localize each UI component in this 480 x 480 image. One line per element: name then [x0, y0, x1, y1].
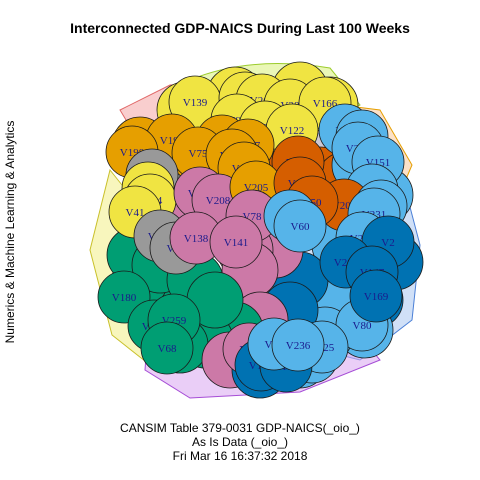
- graph-node: V138: [169, 211, 223, 265]
- caption-line-1: CANSIM Table 379-0031 GDP-NAICS(_oio_): [120, 421, 360, 435]
- node-circle: [271, 318, 325, 372]
- node-circle: [349, 269, 403, 323]
- node-label: V41: [126, 207, 145, 219]
- graph-node: V139: [168, 75, 222, 129]
- graph-node: V68: [140, 321, 194, 375]
- graph-node: V169: [349, 269, 403, 323]
- node-label: V60: [291, 221, 310, 233]
- caption-line-2: As Is Data (_oio_): [191, 435, 289, 449]
- graph-node: V141: [209, 215, 263, 269]
- node-circle: [273, 199, 327, 253]
- node-label: V139: [183, 97, 208, 109]
- node-label: V122: [280, 125, 304, 137]
- graph-node: V236: [271, 318, 325, 372]
- node-label: V141: [224, 237, 248, 249]
- chart-title: Interconnected GDP-NAICS During Last 100…: [70, 20, 410, 36]
- node-circle: [209, 215, 263, 269]
- caption-line-3: Fri Mar 16 16:37:32 2018: [172, 449, 308, 463]
- node-layer: V139V70V263V28V166V90V30V122V58V237V248V…: [97, 61, 424, 399]
- node-label: V68: [158, 343, 177, 355]
- node-label: V138: [184, 233, 209, 245]
- node-label: V166: [313, 98, 338, 110]
- node-label: V208: [206, 195, 231, 207]
- node-label: V236: [286, 340, 311, 352]
- node-label: V180: [112, 292, 137, 304]
- node-label: V75: [189, 148, 208, 160]
- node-circle: [140, 321, 194, 375]
- node-label: V2: [381, 237, 394, 249]
- node-label: V80: [353, 320, 372, 332]
- node-label: V169: [364, 291, 389, 303]
- graph-node: V60: [273, 199, 327, 253]
